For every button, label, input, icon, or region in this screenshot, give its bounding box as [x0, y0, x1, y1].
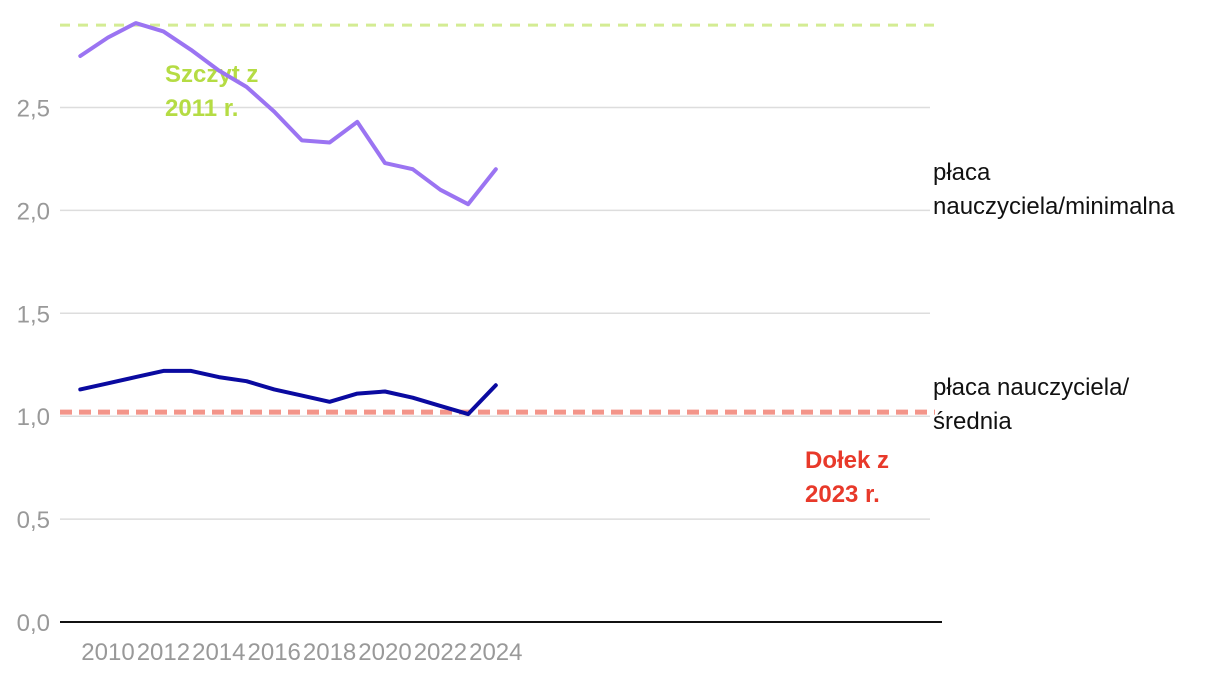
x-tick-label: 2012	[137, 639, 190, 666]
x-tick-label: 2018	[303, 639, 356, 666]
reference-annotation: Dołek z	[805, 447, 889, 474]
y-tick-label: 0,0	[17, 610, 50, 637]
y-tick-label: 1,0	[17, 404, 50, 431]
series-lines	[78, 21, 498, 417]
x-tick-label: 2014	[192, 639, 245, 666]
series-label: nauczyciela/minimalna	[933, 193, 1175, 220]
y-axis-ticks: 0,0 0,5 1,0 1,5 2,0 2,5	[17, 96, 50, 638]
series-label: płaca nauczyciela/	[933, 374, 1129, 401]
x-axis-ticks: 2010 2012 2014 2016 2018 2020 2022 2024	[81, 639, 522, 666]
y-tick-label: 2,0	[17, 198, 50, 225]
x-tick-label: 2022	[414, 639, 467, 666]
x-tick-label: 2016	[248, 639, 301, 666]
y-tick-label: 1,5	[17, 301, 50, 328]
series-label: średnia	[933, 408, 1012, 435]
series-line	[78, 368, 498, 417]
x-tick-label: 2020	[358, 639, 411, 666]
series-label: płaca	[933, 159, 991, 186]
series-labels: płaca nauczyciela/minimalna płaca nauczyci…	[933, 159, 1175, 435]
y-tick-label: 2,5	[17, 96, 50, 123]
x-tick-label: 2024	[469, 639, 522, 666]
reference-annotation: 2011 r.	[165, 95, 238, 122]
grid-lines	[60, 106, 930, 520]
reference-annotation: 2023 r.	[805, 481, 880, 508]
series-line	[78, 21, 498, 207]
x-tick-label: 2010	[81, 639, 134, 666]
y-tick-label: 0,5	[17, 507, 50, 534]
